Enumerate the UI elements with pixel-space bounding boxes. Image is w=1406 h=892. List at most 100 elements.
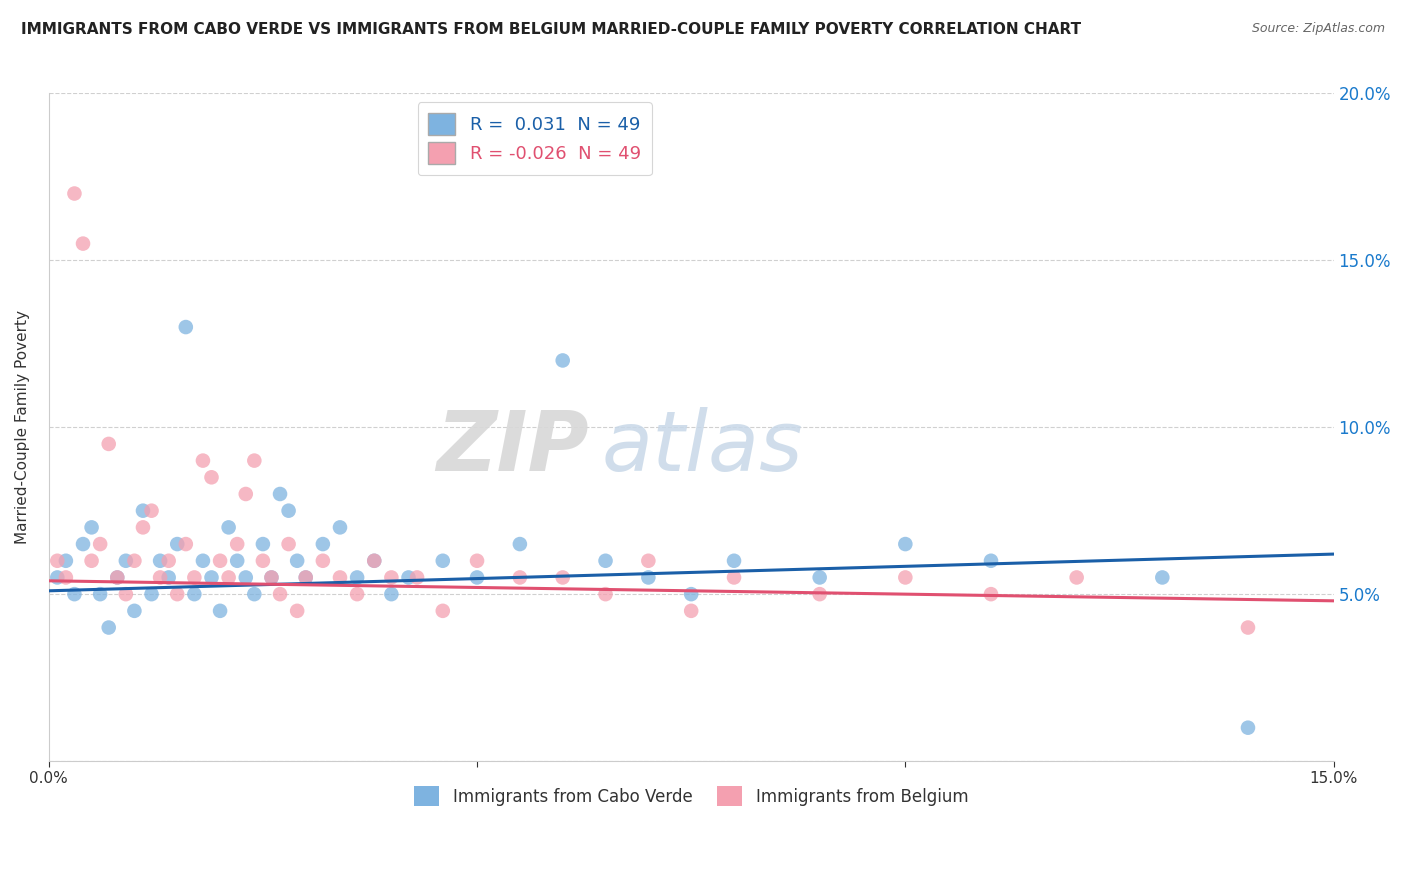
Point	[432, 554, 454, 568]
Point	[1237, 621, 1260, 635]
Point	[406, 570, 429, 584]
Point	[183, 587, 205, 601]
Point	[465, 570, 488, 584]
Point	[63, 186, 86, 201]
Point	[226, 554, 249, 568]
Point	[312, 554, 335, 568]
Point	[89, 587, 111, 601]
Point	[980, 587, 1002, 601]
Point	[191, 554, 214, 568]
Point	[80, 554, 103, 568]
Text: IMMIGRANTS FROM CABO VERDE VS IMMIGRANTS FROM BELGIUM MARRIED-COUPLE FAMILY POVE: IMMIGRANTS FROM CABO VERDE VS IMMIGRANTS…	[21, 22, 1081, 37]
Point	[269, 587, 291, 601]
Point	[80, 520, 103, 534]
Point	[551, 353, 574, 368]
Point	[97, 437, 120, 451]
Point	[465, 554, 488, 568]
Point	[894, 570, 917, 584]
Point	[243, 453, 266, 467]
Point	[166, 587, 188, 601]
Point	[209, 604, 232, 618]
Point	[312, 537, 335, 551]
Point	[277, 504, 299, 518]
Point	[174, 537, 197, 551]
Point	[132, 520, 155, 534]
Point	[277, 537, 299, 551]
Point	[97, 621, 120, 635]
Point	[72, 537, 94, 551]
Point	[105, 570, 128, 584]
Point	[235, 487, 257, 501]
Text: ZIP: ZIP	[436, 407, 588, 488]
Point	[509, 537, 531, 551]
Point	[183, 570, 205, 584]
Point	[260, 570, 283, 584]
Point	[55, 570, 77, 584]
Point	[124, 604, 146, 618]
Point	[1066, 570, 1088, 584]
Point	[149, 554, 172, 568]
Point	[46, 554, 69, 568]
Point	[157, 554, 180, 568]
Text: atlas: atlas	[602, 407, 803, 488]
Text: Source: ZipAtlas.com: Source: ZipAtlas.com	[1251, 22, 1385, 36]
Point	[723, 554, 745, 568]
Point	[46, 570, 69, 584]
Point	[329, 520, 352, 534]
Point	[398, 570, 420, 584]
Point	[252, 537, 274, 551]
Point	[1237, 721, 1260, 735]
Point	[329, 570, 352, 584]
Point	[200, 570, 222, 584]
Point	[209, 554, 232, 568]
Point	[149, 570, 172, 584]
Point	[105, 570, 128, 584]
Point	[285, 604, 308, 618]
Point	[380, 570, 402, 584]
Point	[380, 587, 402, 601]
Point	[63, 587, 86, 601]
Point	[218, 570, 240, 584]
Point	[72, 236, 94, 251]
Point	[637, 570, 659, 584]
Point	[551, 570, 574, 584]
Point	[1152, 570, 1174, 584]
Point	[723, 570, 745, 584]
Point	[363, 554, 385, 568]
Point	[509, 570, 531, 584]
Point	[681, 587, 703, 601]
Point	[808, 570, 831, 584]
Point	[269, 487, 291, 501]
Point	[191, 453, 214, 467]
Point	[226, 537, 249, 551]
Point	[894, 537, 917, 551]
Point	[141, 587, 163, 601]
Point	[980, 554, 1002, 568]
Legend: Immigrants from Cabo Verde, Immigrants from Belgium: Immigrants from Cabo Verde, Immigrants f…	[408, 780, 974, 813]
Point	[363, 554, 385, 568]
Point	[432, 604, 454, 618]
Point	[218, 520, 240, 534]
Point	[55, 554, 77, 568]
Point	[235, 570, 257, 584]
Point	[157, 570, 180, 584]
Point	[346, 587, 368, 601]
Point	[681, 604, 703, 618]
Point	[595, 554, 617, 568]
Point	[89, 537, 111, 551]
Point	[115, 587, 138, 601]
Point	[132, 504, 155, 518]
Point	[260, 570, 283, 584]
Point	[200, 470, 222, 484]
Point	[252, 554, 274, 568]
Point	[174, 320, 197, 334]
Y-axis label: Married-Couple Family Poverty: Married-Couple Family Poverty	[15, 310, 30, 544]
Point	[243, 587, 266, 601]
Point	[115, 554, 138, 568]
Point	[346, 570, 368, 584]
Point	[595, 587, 617, 601]
Point	[808, 587, 831, 601]
Point	[141, 504, 163, 518]
Point	[637, 554, 659, 568]
Point	[285, 554, 308, 568]
